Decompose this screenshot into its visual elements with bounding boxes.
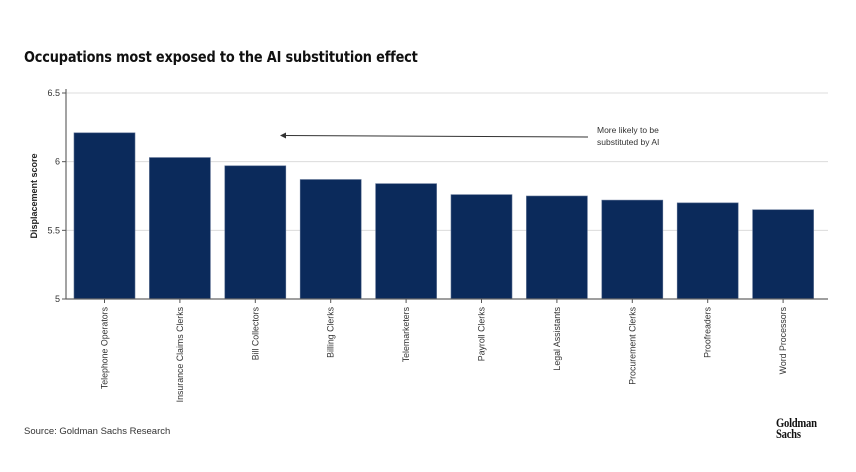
y-tick-label: 5.5 bbox=[47, 225, 60, 235]
bar bbox=[299, 179, 362, 300]
x-tick-label: Payroll Clerks bbox=[477, 306, 487, 361]
y-axis-label: Displacement score bbox=[29, 153, 39, 238]
x-tick-label: Billing Clerks bbox=[326, 306, 336, 357]
x-tick-label: Insurance Claims Clerks bbox=[175, 306, 185, 402]
bar bbox=[375, 183, 437, 300]
bar bbox=[73, 132, 136, 300]
y-tick-label: 6 bbox=[55, 157, 60, 167]
x-tick-label: Legal Assistants bbox=[552, 306, 562, 370]
chart-title: Occupations most exposed to the AI subst… bbox=[24, 48, 418, 66]
x-tick-label: Word Processors bbox=[778, 306, 788, 374]
logo-line-1: Goldman bbox=[776, 416, 817, 430]
annotation-line-2: substituted by AI bbox=[597, 137, 659, 147]
x-tick-label: Telemarketers bbox=[401, 306, 411, 362]
bar bbox=[224, 165, 287, 300]
y-tick-label: 5 bbox=[55, 294, 60, 304]
annotation-line-1: More likely to be bbox=[597, 125, 659, 135]
bars bbox=[73, 132, 814, 300]
arrow-head-icon bbox=[280, 132, 286, 139]
bar bbox=[526, 195, 588, 300]
logo-line-2: Sachs bbox=[776, 427, 801, 441]
y-ticks: 5 5.5 6 6.5 bbox=[47, 88, 66, 304]
x-ticks: Telephone Operators Insurance Claims Cler… bbox=[100, 299, 788, 402]
bar bbox=[676, 202, 739, 300]
bar bbox=[450, 194, 513, 300]
bar bbox=[601, 199, 664, 300]
axes bbox=[65, 89, 828, 300]
y-tick-label: 6.5 bbox=[47, 88, 60, 98]
annotation: More likely to be substituted by AI bbox=[280, 125, 659, 147]
x-tick-label: Bill Collectors bbox=[250, 306, 260, 360]
bar bbox=[149, 157, 211, 300]
x-tick-label: Procurement Clerks bbox=[627, 306, 637, 384]
annotation-arrow bbox=[282, 135, 589, 138]
source-note: Source: Goldman Sachs Research bbox=[24, 426, 171, 437]
x-tick-label: Telephone Operators bbox=[100, 306, 110, 389]
x-tick-label: Proofreaders bbox=[703, 306, 713, 357]
bar bbox=[752, 209, 814, 300]
goldman-sachs-logo: Goldman Sachs bbox=[776, 416, 817, 441]
